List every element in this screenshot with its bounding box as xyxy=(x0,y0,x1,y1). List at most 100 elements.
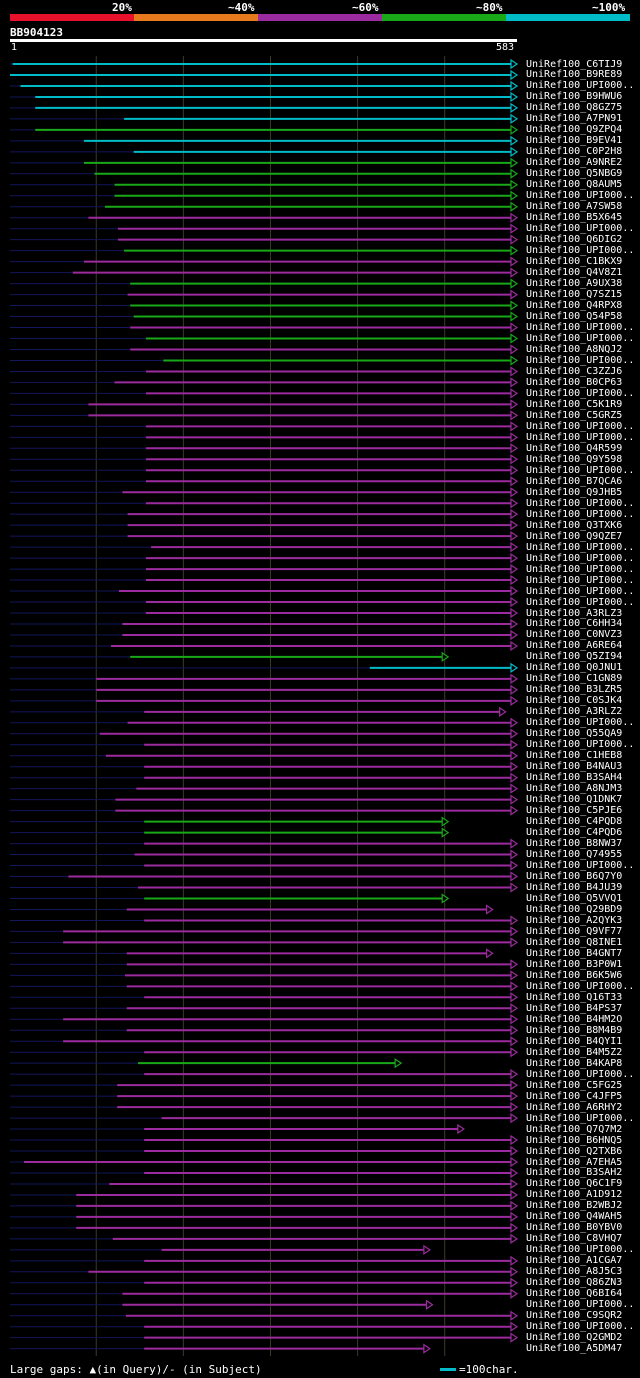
hit-label[interactable]: UniRef100_Q5NBG9 xyxy=(526,168,623,180)
hit-label[interactable]: UniRef100_UPI000.. xyxy=(526,860,635,872)
hit-label[interactable]: UniRef100_Q8AUM5 xyxy=(526,179,623,191)
hit-label[interactable]: UniRef100_A8NQJ2 xyxy=(526,343,623,355)
hit-label[interactable]: UniRef100_UPI000.. xyxy=(526,80,635,92)
hit-label[interactable]: UniRef100_A7SW58 xyxy=(526,201,623,213)
hit-label[interactable]: UniRef100_UPI000.. xyxy=(526,190,635,202)
hit-label[interactable]: UniRef100_B4KAP8 xyxy=(526,1057,623,1069)
hit-label[interactable]: UniRef100_B6Q7Y0 xyxy=(526,871,623,883)
hit-label[interactable]: UniRef100_B5X645 xyxy=(526,212,623,224)
hit-label[interactable]: UniRef100_UPI000.. xyxy=(526,387,635,399)
hit-label[interactable]: UniRef100_Q8INE1 xyxy=(526,936,623,948)
hit-label[interactable]: UniRef100_B4M5Z2 xyxy=(526,1046,623,1058)
hit-label[interactable]: UniRef100_A8J5C3 xyxy=(526,1266,623,1278)
hit-label[interactable]: UniRef100_A9NRE2 xyxy=(526,157,623,169)
hit-label[interactable]: UniRef100_C0NVZ3 xyxy=(526,629,623,641)
hit-label[interactable]: UniRef100_UPI000.. xyxy=(526,333,635,344)
hit-label[interactable]: UniRef100_Q9QZE7 xyxy=(526,530,623,542)
hit-label[interactable]: UniRef100_A7PN91 xyxy=(526,113,623,125)
hit-label[interactable]: UniRef100_A3RLZ3 xyxy=(526,607,623,619)
hit-label[interactable]: UniRef100_C1GN89 xyxy=(526,673,623,685)
hit-label[interactable]: UniRef100_A7EHA5 xyxy=(526,1156,623,1168)
hit-label[interactable]: UniRef100_B4PS37 xyxy=(526,1002,623,1014)
hit-label[interactable]: UniRef100_UPI000.. xyxy=(526,223,635,235)
hit-label[interactable]: UniRef100_UPI000.. xyxy=(526,1068,635,1080)
hit-label[interactable]: UniRef100_C9SQR2 xyxy=(526,1310,623,1322)
hit-label[interactable]: UniRef100_B9RE89 xyxy=(526,69,623,81)
hit-label[interactable]: UniRef100_Q86ZN3 xyxy=(526,1277,623,1289)
hit-label[interactable]: UniRef100_UPI000.. xyxy=(526,431,635,443)
hit-label[interactable]: UniRef100_B4GNT7 xyxy=(526,947,623,959)
hit-label[interactable]: UniRef100_Q1DNK7 xyxy=(526,794,623,806)
hit-label[interactable]: UniRef100_Q74955 xyxy=(526,849,623,861)
hit-label[interactable]: UniRef100_A8NJM3 xyxy=(526,783,623,795)
hit-label[interactable]: UniRef100_UPI000.. xyxy=(526,563,635,575)
hit-label[interactable]: UniRef100_B4NAU3 xyxy=(526,761,623,773)
hit-label[interactable]: UniRef100_UPI000.. xyxy=(526,552,635,564)
hit-label[interactable]: UniRef100_Q9ZPQ4 xyxy=(526,124,623,136)
hit-label[interactable]: UniRef100_C6TIJ9 xyxy=(526,58,623,70)
hit-label[interactable]: UniRef100_Q8GZ75 xyxy=(526,102,623,114)
hit-label[interactable]: UniRef100_UPI000.. xyxy=(526,508,635,520)
hit-label[interactable]: UniRef100_A3RLZ2 xyxy=(526,706,623,718)
hit-label[interactable]: UniRef100_C6HH34 xyxy=(526,618,623,630)
hit-label[interactable]: UniRef100_B3SAH4 xyxy=(526,772,623,784)
hit-label[interactable]: UniRef100_Q4RPX8 xyxy=(526,300,623,312)
hit-label[interactable]: UniRef100_B4HM2O xyxy=(526,1013,623,1025)
hit-label[interactable]: UniRef100_A6RE64 xyxy=(526,640,623,652)
hit-label[interactable]: UniRef100_Q0JNU1 xyxy=(526,662,623,674)
hit-label[interactable]: UniRef100_B4JU39 xyxy=(526,882,623,893)
hit-label[interactable]: UniRef100_UPI000.. xyxy=(526,980,635,992)
hit-label[interactable]: UniRef100_A6RHY2 xyxy=(526,1101,623,1113)
hit-label[interactable]: UniRef100_C0P2H8 xyxy=(526,146,623,158)
hit-label[interactable]: UniRef100_C3ZZJ6 xyxy=(526,365,623,377)
hit-label[interactable]: UniRef100_UPI000.. xyxy=(526,1299,635,1311)
hit-label[interactable]: UniRef100_A1CGA7 xyxy=(526,1255,623,1267)
hit-label[interactable]: UniRef100_C5PJE6 xyxy=(526,805,623,817)
hit-label[interactable]: UniRef100_A1D912 xyxy=(526,1189,623,1201)
hit-label[interactable]: UniRef100_C4JFP5 xyxy=(526,1090,623,1102)
hit-label[interactable]: UniRef100_B3LZR5 xyxy=(526,684,623,696)
hit-label[interactable]: UniRef100_Q3TXK6 xyxy=(526,519,623,531)
hit-label[interactable]: UniRef100_Q6DIG2 xyxy=(526,234,623,246)
hit-label[interactable]: UniRef100_B7QCA6 xyxy=(526,475,623,487)
hit-label[interactable]: UniRef100_C5GRZ5 xyxy=(526,409,623,421)
hit-label[interactable]: UniRef100_UPI000.. xyxy=(526,420,635,432)
hit-label[interactable]: UniRef100_UPI000.. xyxy=(526,541,635,553)
hit-label[interactable]: UniRef100_Q4R599 xyxy=(526,442,623,454)
hit-label[interactable]: UniRef100_Q2GMD2 xyxy=(526,1332,623,1344)
hit-label[interactable]: UniRef100_UPI000.. xyxy=(526,1112,635,1124)
hit-label[interactable]: UniRef100_C1HEB8 xyxy=(526,750,623,762)
hit-label[interactable]: UniRef100_UPI000.. xyxy=(526,1321,635,1333)
hit-label[interactable]: UniRef100_B6HNQ5 xyxy=(526,1134,623,1146)
hit-label[interactable]: UniRef100_Q4WAH5 xyxy=(526,1211,623,1223)
hit-label[interactable]: UniRef100_Q5VVQ1 xyxy=(526,892,623,904)
hit-label[interactable]: UniRef100_Q29BD9 xyxy=(526,903,623,915)
hit-label[interactable]: UniRef100_Q5ZI94 xyxy=(526,651,623,663)
hit-label[interactable]: UniRef100_B8M4B9 xyxy=(526,1024,623,1036)
hit-label[interactable]: UniRef100_B0YBV0 xyxy=(526,1222,623,1234)
hit-label[interactable]: UniRef100_Q6BI64 xyxy=(526,1288,623,1300)
hit-label[interactable]: UniRef100_Q7Q7M2 xyxy=(526,1123,623,1135)
hit-label[interactable]: UniRef100_UPI000.. xyxy=(526,596,635,608)
hit-label[interactable]: UniRef100_Q2TXB6 xyxy=(526,1145,623,1157)
hit-label[interactable]: UniRef100_UPI000.. xyxy=(526,245,635,257)
hit-label[interactable]: UniRef100_B9HWU6 xyxy=(526,91,623,103)
hit-label[interactable]: UniRef100_UPI000.. xyxy=(526,717,635,729)
hit-label[interactable]: UniRef100_C4PQD8 xyxy=(526,816,623,828)
hit-label[interactable]: UniRef100_UPI000.. xyxy=(526,585,635,597)
hit-label[interactable]: UniRef100_UPI000.. xyxy=(526,354,635,366)
hit-label[interactable]: UniRef100_C0SJK4 xyxy=(526,695,623,707)
hit-label[interactable]: UniRef100_B6K5W6 xyxy=(526,969,623,981)
hit-label[interactable]: UniRef100_B4QYI1 xyxy=(526,1035,623,1047)
hit-label[interactable]: UniRef100_B9EV41 xyxy=(526,135,623,147)
hit-label[interactable]: UniRef100_Q16T33 xyxy=(526,991,623,1003)
hit-label[interactable]: UniRef100_C1BKX9 xyxy=(526,256,623,268)
hit-label[interactable]: UniRef100_UPI000.. xyxy=(526,464,635,476)
hit-label[interactable]: UniRef100_Q9VF77 xyxy=(526,925,623,937)
hit-label[interactable]: UniRef100_UPI000.. xyxy=(526,574,635,586)
hit-label[interactable]: UniRef100_Q55QA9 xyxy=(526,728,623,740)
hit-label[interactable]: UniRef100_Q9Y598 xyxy=(526,453,623,465)
hit-label[interactable]: UniRef100_Q9JHB5 xyxy=(526,486,623,498)
hit-label[interactable]: UniRef100_Q54P58 xyxy=(526,311,623,323)
hit-label[interactable]: UniRef100_B8NW37 xyxy=(526,838,623,850)
